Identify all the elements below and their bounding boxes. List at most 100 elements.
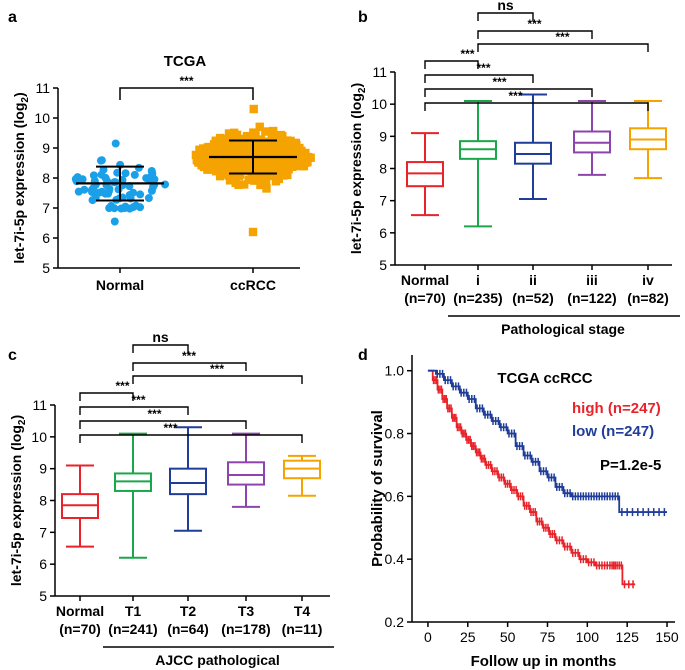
data-point-ccrcc bbox=[236, 150, 245, 159]
data-point-ccrcc bbox=[277, 141, 286, 150]
data-point-ccrcc bbox=[210, 149, 219, 159]
y-axis-label: let-7i-5p expression (log2) bbox=[348, 83, 368, 254]
data-point-ccrcc bbox=[203, 145, 212, 155]
significance-label: *** bbox=[460, 47, 474, 61]
data-point-normal bbox=[130, 170, 139, 179]
significance-label: *** bbox=[131, 393, 145, 407]
significance-label: *** bbox=[182, 349, 196, 363]
data-point-ccrcc bbox=[267, 134, 277, 143]
panel-letter-a: a bbox=[8, 9, 17, 26]
data-point-normal bbox=[101, 173, 110, 182]
data-point-ccrcc bbox=[233, 144, 242, 154]
data-point-ccrcc bbox=[269, 126, 278, 136]
y-tick-label: 5 bbox=[39, 588, 47, 604]
y-axis-label-text: let-7i-5p expression (log bbox=[11, 103, 27, 264]
x-tick-label: 150 bbox=[655, 629, 679, 645]
data-point-ccrcc bbox=[259, 167, 268, 176]
data-point-ccrcc bbox=[275, 150, 285, 159]
y-tick-label: 11 bbox=[35, 80, 50, 96]
y-tick-label: 9 bbox=[379, 128, 387, 144]
data-point-ccrcc bbox=[256, 156, 266, 165]
data-point-ccrcc bbox=[248, 227, 258, 237]
group-label: Pathological stage bbox=[501, 321, 625, 337]
y-tick-label: 7 bbox=[42, 200, 50, 216]
data-point-normal bbox=[111, 139, 120, 148]
data-point-normal bbox=[149, 182, 158, 191]
data-point-ccrcc bbox=[242, 131, 252, 141]
data-point-ccrcc bbox=[246, 146, 255, 155]
data-point-ccrcc bbox=[231, 140, 240, 150]
y-tick-label: 6 bbox=[379, 225, 387, 241]
y-tick-label: 6 bbox=[42, 230, 50, 246]
x-tick-label: ii bbox=[529, 272, 537, 288]
box-iqr bbox=[169, 467, 207, 496]
data-point-ccrcc bbox=[233, 167, 243, 176]
x-tick-label: 75 bbox=[540, 629, 556, 645]
data-point-ccrcc bbox=[251, 129, 260, 139]
significance-bracket bbox=[424, 74, 534, 83]
group-label: AJCC pathological bbox=[155, 652, 279, 668]
data-point-ccrcc bbox=[291, 147, 300, 157]
y-tick-label: 7 bbox=[39, 524, 47, 540]
significance-label: *** bbox=[210, 362, 224, 376]
significance-bracket bbox=[132, 344, 189, 353]
y-tick-label: 9 bbox=[39, 461, 47, 477]
chart-title: TCGA ccRCC bbox=[497, 370, 592, 387]
data-point-ccrcc bbox=[236, 161, 245, 170]
y-axis-label: Probability of survival bbox=[369, 410, 386, 567]
box-iqr bbox=[227, 461, 265, 486]
data-point-ccrcc bbox=[303, 153, 313, 163]
data-point-normal bbox=[105, 204, 114, 213]
data-point-normal bbox=[114, 185, 123, 194]
data-point-ccrcc bbox=[265, 162, 275, 171]
significance-label: *** bbox=[527, 17, 541, 31]
data-point-ccrcc bbox=[229, 155, 238, 165]
data-point-ccrcc bbox=[200, 150, 210, 159]
data-point-ccrcc bbox=[278, 158, 288, 168]
y-tick-label: 11 bbox=[372, 64, 387, 80]
data-point-ccrcc bbox=[246, 151, 255, 160]
y-tick-label: 7 bbox=[379, 193, 387, 209]
significance-label: *** bbox=[179, 74, 193, 88]
y-axis-label-close: ) bbox=[8, 415, 24, 420]
x-tick-label: T2 bbox=[180, 603, 197, 619]
y-tick-label: 9 bbox=[42, 140, 50, 156]
sample-count-label: (n=241) bbox=[108, 621, 157, 637]
data-point-ccrcc bbox=[197, 157, 206, 166]
p-value: P=1.2e-5 bbox=[600, 457, 661, 474]
y-tick-label: 8 bbox=[379, 161, 387, 177]
data-point-normal bbox=[148, 169, 157, 178]
data-point-normal bbox=[134, 163, 143, 172]
data-point-ccrcc bbox=[193, 152, 203, 161]
data-point-ccrcc bbox=[252, 150, 262, 160]
data-point-normal bbox=[95, 188, 104, 197]
significance-bracket bbox=[119, 87, 254, 100]
y-axis-label-text: let-7i-5p expression (log bbox=[8, 425, 24, 586]
data-point-ccrcc bbox=[255, 122, 264, 132]
y-tick-label: 6 bbox=[39, 556, 47, 572]
y-tick-label: 10 bbox=[371, 96, 387, 112]
data-point-ccrcc bbox=[215, 150, 224, 159]
data-point-ccrcc bbox=[239, 180, 249, 189]
y-axis-label-subscript: 2 bbox=[20, 97, 31, 103]
data-point-ccrcc bbox=[275, 135, 285, 145]
x-tick-label: iv bbox=[642, 272, 654, 288]
significance-bracket bbox=[424, 60, 479, 69]
y-tick-label: 0.2 bbox=[385, 614, 405, 630]
data-point-normal bbox=[129, 188, 138, 197]
significance-bracket bbox=[424, 88, 593, 97]
data-point-ccrcc bbox=[232, 130, 242, 139]
data-point-ccrcc bbox=[259, 137, 268, 146]
survival-curve-low bbox=[427, 369, 668, 513]
data-point-ccrcc bbox=[261, 176, 271, 186]
sample-count-label: (n=178) bbox=[221, 621, 270, 637]
data-point-ccrcc bbox=[217, 163, 226, 173]
y-tick-label: 0.8 bbox=[385, 426, 405, 442]
sample-count-label: (n=11) bbox=[282, 621, 323, 637]
data-point-normal bbox=[89, 184, 98, 193]
data-point-ccrcc bbox=[211, 136, 221, 145]
y-tick-label: 10 bbox=[34, 110, 50, 126]
